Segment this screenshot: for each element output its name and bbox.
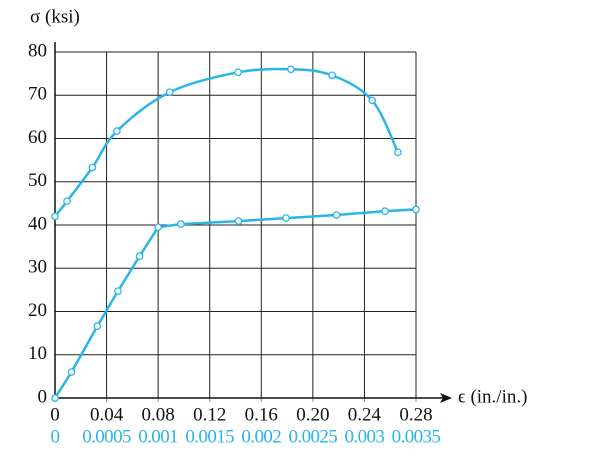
point: [368, 96, 377, 105]
x-tick-label: 0.16: [245, 404, 278, 425]
point: [135, 252, 144, 260]
point: [328, 71, 337, 80]
x2-tick-label: 0.002: [241, 426, 281, 447]
point: [394, 148, 402, 157]
x2-tick-label: 0.0005: [82, 426, 131, 447]
point: [332, 211, 341, 219]
point: [67, 368, 76, 376]
point: [51, 394, 59, 402]
x2-tick-label: 0.001: [138, 426, 178, 447]
y-tick-label: 10: [28, 343, 47, 364]
x2-tick-label: 0: [51, 426, 60, 447]
x-tick-label: 0.04: [90, 404, 124, 425]
x-tick-label: 0.28: [399, 404, 432, 425]
point: [113, 127, 121, 135]
point: [287, 65, 295, 74]
point: [93, 322, 102, 331]
y-axis-label: σ (ksi): [30, 6, 80, 27]
x2-tick-label: 0.0035: [392, 426, 441, 447]
x-axis-label: ϵ (in./in.): [458, 386, 527, 407]
y-tick-label: 0: [38, 386, 48, 407]
y-tick-label: 20: [28, 300, 47, 321]
point: [51, 212, 59, 221]
point: [154, 223, 162, 232]
y-tick-label: 30: [28, 257, 47, 278]
y-tick-label: 40: [28, 213, 47, 234]
point: [63, 197, 71, 206]
point: [88, 163, 97, 172]
line: [54, 67, 400, 218]
x-axis-arrow: [440, 393, 452, 403]
point: [114, 287, 122, 296]
point: [381, 207, 389, 216]
x2-tick-label: 0.0015: [185, 426, 234, 447]
y-tick-label: 50: [28, 170, 47, 191]
x-tick-label: 0.20: [296, 404, 329, 425]
x2-tick-label: 0.003: [345, 426, 385, 447]
x-tick-label: 0.12: [193, 404, 226, 425]
point: [176, 220, 185, 228]
x-tick-label: 0.24: [348, 404, 382, 425]
line: [53, 208, 417, 399]
point: [234, 68, 242, 77]
x-tick-label: 0: [50, 404, 60, 425]
x2-tick-label: 0.0025: [289, 426, 338, 447]
x-tick-label: 0.08: [142, 404, 175, 425]
y-tick-label: 60: [28, 127, 47, 148]
y-tick-label: 70: [28, 84, 47, 105]
y-tick-label: 80: [28, 40, 47, 61]
point: [412, 205, 420, 214]
point: [282, 214, 290, 222]
point: [165, 88, 174, 97]
point: [234, 217, 243, 225]
